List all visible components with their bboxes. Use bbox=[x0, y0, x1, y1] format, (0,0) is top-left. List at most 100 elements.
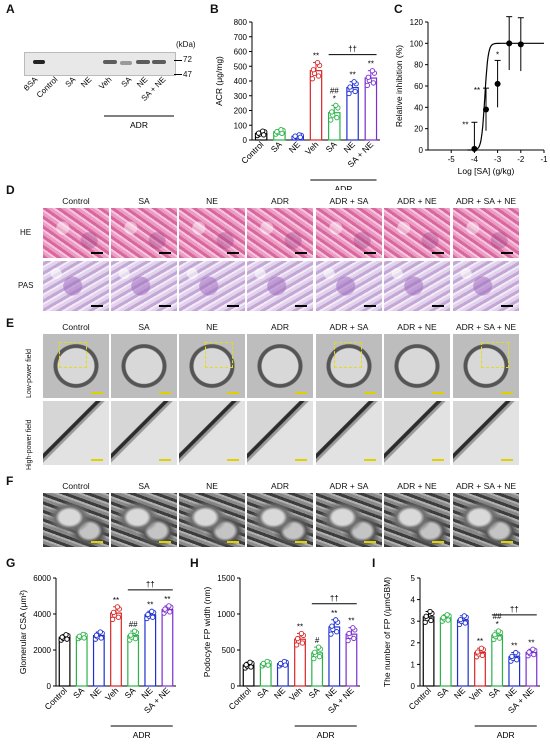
data-point bbox=[249, 665, 253, 669]
zoom-region-box bbox=[334, 342, 362, 368]
x-tick-label: -3 bbox=[494, 155, 502, 164]
y-tick-label: 200 bbox=[234, 107, 248, 116]
chart-relative-inhibition: 020406080100120-5 -4 -3 -2 -1Log [SA] (g/kg)… bbox=[392, 12, 550, 182]
cond-label: SA bbox=[138, 481, 149, 491]
he-image bbox=[316, 208, 382, 258]
bar bbox=[145, 615, 156, 686]
data-point bbox=[329, 118, 333, 122]
cond-label: SA bbox=[138, 196, 149, 206]
significance-mark: ** bbox=[349, 71, 355, 80]
he-image bbox=[453, 208, 519, 258]
cond-label: NE bbox=[206, 481, 218, 491]
data-point bbox=[316, 74, 320, 78]
cond-label: ADR + NE bbox=[397, 322, 436, 332]
scale-bar bbox=[501, 459, 513, 461]
scale-bar bbox=[501, 541, 513, 543]
chart-glomerular-csa: 0200040006000Glomerular CSA (μm²)Control… bbox=[0, 564, 184, 756]
y-tick-label: 0 bbox=[243, 136, 248, 145]
scale-bar bbox=[295, 392, 307, 394]
tem-high-power-image bbox=[247, 401, 313, 465]
bracket-label: †† bbox=[330, 594, 339, 603]
tem-high-power-image bbox=[316, 401, 382, 465]
scale-bar bbox=[295, 252, 307, 254]
tem-low-power-image bbox=[453, 334, 519, 398]
y-tick-label: 600 bbox=[234, 48, 248, 57]
data-point bbox=[463, 621, 467, 625]
row-label-low-power: Low-power field bbox=[26, 349, 33, 398]
y-tick-label: 60 bbox=[414, 82, 423, 91]
cond-label: ADR + SA + NE bbox=[456, 196, 516, 206]
y-tick-label: 300 bbox=[234, 92, 248, 101]
he-image bbox=[179, 208, 245, 258]
scale-bar bbox=[159, 305, 171, 307]
x-tick-label: -5 bbox=[448, 155, 456, 164]
group-label: ADR bbox=[317, 730, 335, 740]
scale-bar bbox=[432, 541, 444, 543]
gel-lane-label: Veh bbox=[97, 76, 113, 91]
data-point bbox=[458, 617, 462, 621]
data-point bbox=[300, 641, 304, 645]
scale-bar bbox=[227, 541, 239, 543]
bar bbox=[76, 637, 87, 687]
data-point bbox=[353, 89, 357, 93]
cond-label: Control bbox=[62, 322, 89, 332]
x-tick-label: -2 bbox=[517, 155, 525, 164]
data-point bbox=[310, 77, 314, 81]
scale-bar bbox=[364, 459, 376, 461]
y-tick-label: 20 bbox=[414, 125, 423, 134]
bracket-label: †† bbox=[146, 580, 155, 589]
y-tick-label: 800 bbox=[234, 18, 248, 27]
significance-mark: * bbox=[508, 12, 511, 16]
gel-lane-label: SA bbox=[120, 76, 134, 89]
data-point bbox=[330, 624, 334, 628]
tem-high-power-image bbox=[111, 401, 177, 465]
category-label: SA bbox=[255, 685, 270, 700]
data-point bbox=[168, 610, 172, 614]
data-point bbox=[514, 657, 518, 661]
significance-mark: ** bbox=[348, 617, 354, 626]
tem-low-power-image bbox=[316, 334, 382, 398]
gel-band-sa bbox=[120, 61, 132, 65]
scale-bar bbox=[432, 459, 444, 461]
data-point bbox=[496, 629, 500, 633]
significance-mark: ** bbox=[528, 638, 534, 647]
category-label: Veh bbox=[467, 685, 485, 703]
data-point bbox=[317, 654, 321, 658]
data-point bbox=[94, 633, 98, 637]
panel-label-a: A bbox=[6, 2, 15, 16]
tem-low-power-image bbox=[179, 334, 245, 398]
row-label-high-power: High-power field bbox=[26, 419, 33, 470]
gel-lane-labels: BSAControl SA NE Veh SA NESA + NE ADR bbox=[24, 76, 194, 136]
data-point bbox=[462, 614, 466, 618]
data-point bbox=[116, 615, 120, 619]
data-point bbox=[471, 146, 477, 152]
x-axis-label: Log [SA] (g/kg) bbox=[458, 166, 515, 176]
y-tick-label: 0 bbox=[419, 146, 424, 155]
gel-lane-label: NE bbox=[135, 76, 149, 89]
y-tick-label: 6000 bbox=[33, 574, 51, 583]
pas-image bbox=[179, 261, 245, 311]
significance-mark: # bbox=[315, 636, 320, 645]
data-point bbox=[446, 618, 450, 622]
data-point bbox=[366, 75, 370, 79]
y-axis-label: ACR (μg/mg) bbox=[214, 56, 224, 106]
zoom-region-box bbox=[205, 342, 233, 368]
gel-band-veh bbox=[103, 60, 117, 64]
significance-mark: * bbox=[333, 94, 336, 103]
he-image bbox=[384, 208, 450, 258]
tem-high-power-image bbox=[179, 401, 245, 465]
data-point bbox=[115, 605, 119, 609]
y-tick-label: 2 bbox=[411, 639, 416, 648]
data-point bbox=[479, 646, 483, 650]
category-label: SA bbox=[324, 139, 339, 154]
scale-bar bbox=[91, 541, 103, 543]
scale-bar bbox=[159, 541, 171, 543]
data-point bbox=[275, 129, 279, 133]
data-point bbox=[316, 645, 320, 649]
bar bbox=[111, 613, 122, 686]
cond-label: ADR bbox=[271, 196, 289, 206]
y-tick-label: 80 bbox=[414, 61, 423, 70]
data-point bbox=[480, 653, 484, 657]
bar bbox=[492, 635, 503, 686]
